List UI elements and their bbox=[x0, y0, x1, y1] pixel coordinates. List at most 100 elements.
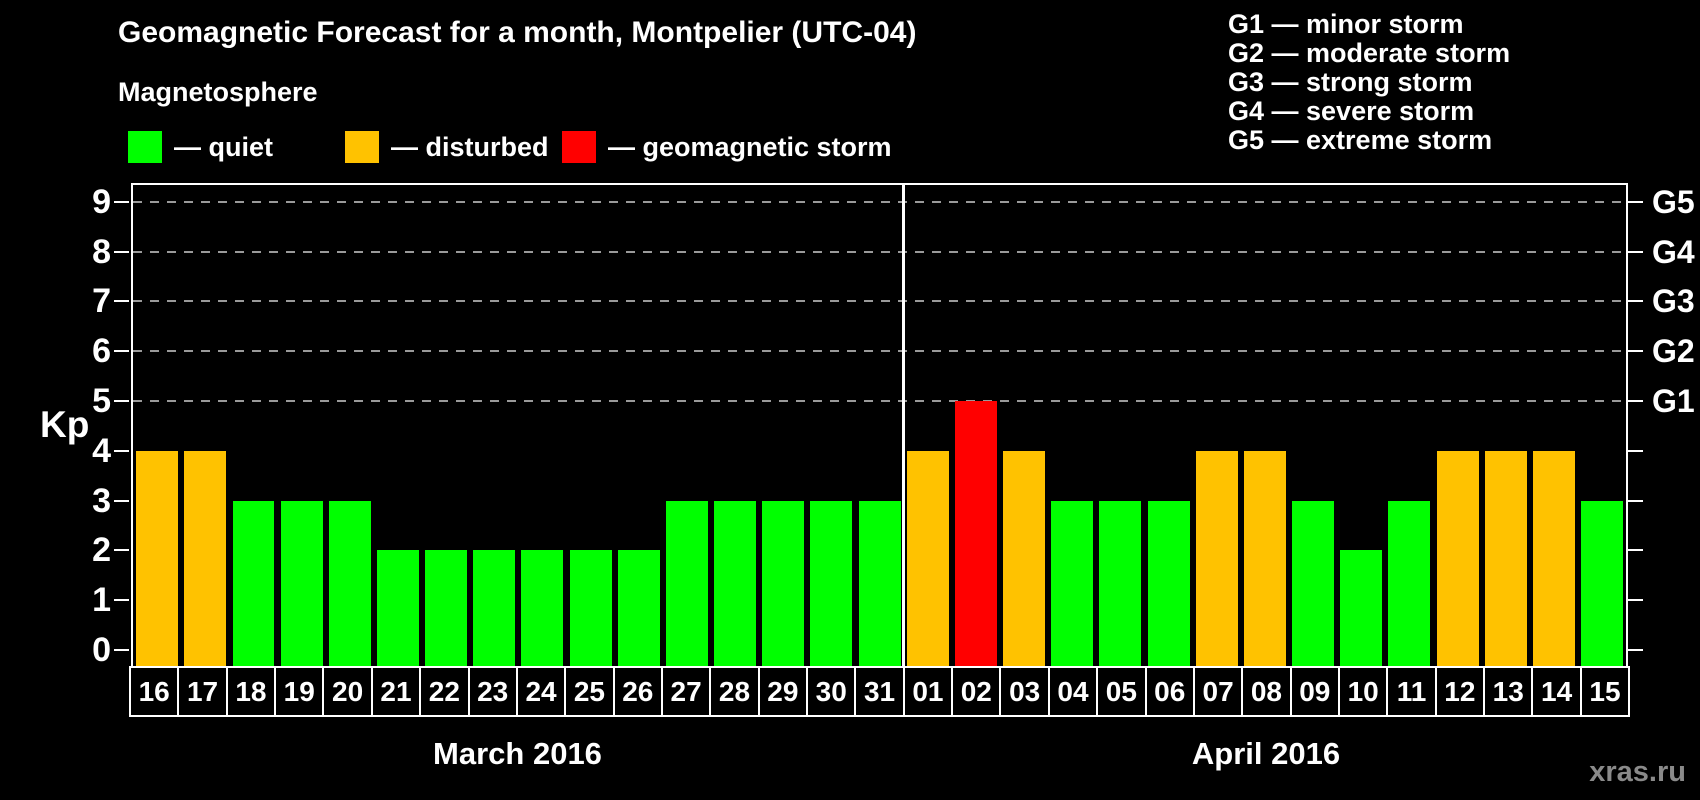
y-tick-label-2: 2 bbox=[92, 531, 111, 570]
watermark: xras.ru bbox=[1589, 756, 1686, 788]
quiet-color-swatch bbox=[128, 131, 162, 163]
date-cell-05: 05 bbox=[1096, 666, 1147, 717]
date-cell-18: 18 bbox=[225, 666, 277, 717]
date-cell-03: 03 bbox=[999, 666, 1050, 717]
kp-bar-day-29 bbox=[762, 500, 805, 666]
chart-subtitle: Magnetosphere bbox=[118, 77, 318, 107]
chart-title: Geomagnetic Forecast for a month, Montpe… bbox=[118, 16, 917, 49]
kp-bar-day-13 bbox=[1484, 450, 1527, 666]
date-cell-22: 22 bbox=[419, 666, 470, 717]
date-cell-25: 25 bbox=[564, 666, 615, 717]
date-cell-26: 26 bbox=[612, 666, 663, 717]
tick-right-kp6 bbox=[1628, 350, 1643, 353]
y-tick-label-6: 6 bbox=[92, 332, 111, 371]
tick-left-kp1 bbox=[114, 599, 129, 602]
kp-bar-day-14 bbox=[1532, 450, 1575, 666]
kp-bar-day-27 bbox=[665, 500, 708, 666]
date-axis: 16 17 18 19 20 21 22 23 24 25 26 27 28 29 30 31 01 02 03 04… bbox=[129, 666, 1631, 717]
kp-bar-day-03 bbox=[1003, 450, 1046, 666]
gridline-kp8 bbox=[133, 250, 1626, 253]
date-cell-19: 19 bbox=[274, 666, 325, 717]
y-tick-label-8: 8 bbox=[92, 232, 111, 271]
kp-bar-day-01 bbox=[906, 450, 949, 666]
tick-right-kp8 bbox=[1628, 250, 1643, 253]
kp-bar-day-22 bbox=[425, 550, 468, 666]
kp-bar-day-28 bbox=[714, 500, 757, 666]
y-tick-label-1: 1 bbox=[92, 581, 111, 620]
y-tick-label-0: 0 bbox=[92, 631, 111, 669]
kp-bar-day-23 bbox=[473, 550, 516, 666]
gridline-kp5 bbox=[133, 400, 1626, 402]
date-cell-31: 31 bbox=[854, 666, 905, 717]
tick-left-kp9 bbox=[114, 200, 129, 203]
kp-bar-day-11 bbox=[1388, 500, 1431, 666]
legend-item-disturbed: — disturbed bbox=[345, 128, 549, 166]
gridline-kp9 bbox=[133, 200, 1626, 203]
y-tick-label-5: 5 bbox=[92, 382, 111, 420]
tick-left-kp3 bbox=[114, 499, 129, 502]
kp-bar-day-18 bbox=[232, 500, 275, 666]
date-cell-01: 01 bbox=[902, 666, 954, 717]
tick-left-kp5 bbox=[114, 400, 129, 402]
tick-right-kp2 bbox=[1628, 549, 1643, 552]
date-cell-17: 17 bbox=[177, 666, 228, 717]
tick-left-kp8 bbox=[114, 250, 129, 253]
tick-right-kp5 bbox=[1628, 400, 1643, 402]
tick-left-kp7 bbox=[114, 300, 129, 303]
tick-right-kp0 bbox=[1628, 649, 1643, 651]
legend-label-quiet: — quiet bbox=[174, 131, 273, 162]
g-scale-legend-line: G1 — minor storm bbox=[1228, 9, 1464, 39]
date-cell-08: 08 bbox=[1241, 666, 1292, 717]
month-label-march: March 2016 bbox=[433, 736, 602, 771]
y-tick-label-9: 9 bbox=[92, 182, 111, 221]
tick-right-kp1 bbox=[1628, 599, 1643, 602]
legend-label-storm: — geomagnetic storm bbox=[608, 131, 892, 162]
kp-bar-day-08 bbox=[1243, 450, 1286, 666]
tick-left-kp6 bbox=[114, 350, 129, 353]
date-cell-28: 28 bbox=[709, 666, 760, 717]
tick-right-kp9 bbox=[1628, 200, 1643, 203]
y-axis-label: Kp bbox=[40, 404, 90, 445]
gridline-kp6 bbox=[133, 350, 1626, 353]
legend-item-quiet: — quiet bbox=[128, 128, 273, 166]
kp-bar-day-16 bbox=[136, 450, 179, 666]
date-cell-06: 06 bbox=[1144, 666, 1195, 717]
gridline-kp7 bbox=[133, 300, 1626, 303]
kp-bar-day-06 bbox=[1147, 500, 1190, 666]
g-scale-legend-line: G4 — severe storm bbox=[1228, 96, 1475, 126]
date-cell-12: 12 bbox=[1434, 666, 1486, 717]
right-axis-label-g2: G2 bbox=[1652, 333, 1695, 370]
g-scale-legend: G1 — minor storm G2 — moderate storm G3 … bbox=[1228, 10, 1510, 155]
right-axis-label-g5: G5 bbox=[1652, 183, 1695, 220]
date-cell-29: 29 bbox=[757, 666, 809, 717]
y-tick-label-4: 4 bbox=[92, 431, 111, 470]
kp-bar-day-31 bbox=[858, 500, 901, 666]
date-cell-23: 23 bbox=[467, 666, 518, 717]
date-cell-09: 09 bbox=[1289, 666, 1340, 717]
month-divider-line bbox=[902, 185, 906, 666]
tick-left-kp4 bbox=[114, 449, 129, 452]
month-label-april: April 2016 bbox=[1191, 736, 1341, 771]
y-tick-label-3: 3 bbox=[92, 481, 111, 520]
date-cell-11: 11 bbox=[1386, 666, 1437, 717]
kp-bar-day-25 bbox=[569, 550, 612, 666]
kp-bar-day-09 bbox=[1292, 500, 1335, 666]
kp-bar-day-17 bbox=[184, 450, 227, 666]
date-cell-21: 21 bbox=[370, 666, 422, 717]
legend-label-disturbed: — disturbed bbox=[391, 131, 549, 162]
kp-bar-day-15 bbox=[1581, 500, 1623, 666]
kp-bar-day-04 bbox=[1051, 500, 1094, 666]
date-cell-10: 10 bbox=[1337, 666, 1389, 717]
date-cell-16: 16 bbox=[129, 666, 180, 717]
date-cell-27: 27 bbox=[660, 666, 712, 717]
g-scale-legend-line: G3 — strong storm bbox=[1228, 67, 1473, 97]
date-cell-13: 13 bbox=[1483, 666, 1534, 717]
kp-bar-day-10 bbox=[1340, 550, 1383, 666]
kp-bar-day-26 bbox=[617, 550, 660, 666]
date-cell-14: 14 bbox=[1531, 666, 1582, 717]
right-axis-label-g1: G1 bbox=[1652, 383, 1695, 419]
kp-bar-day-05 bbox=[1099, 500, 1142, 666]
kp-bar-day-30 bbox=[810, 500, 853, 666]
g-scale-legend-line: G2 — moderate storm bbox=[1228, 38, 1511, 68]
